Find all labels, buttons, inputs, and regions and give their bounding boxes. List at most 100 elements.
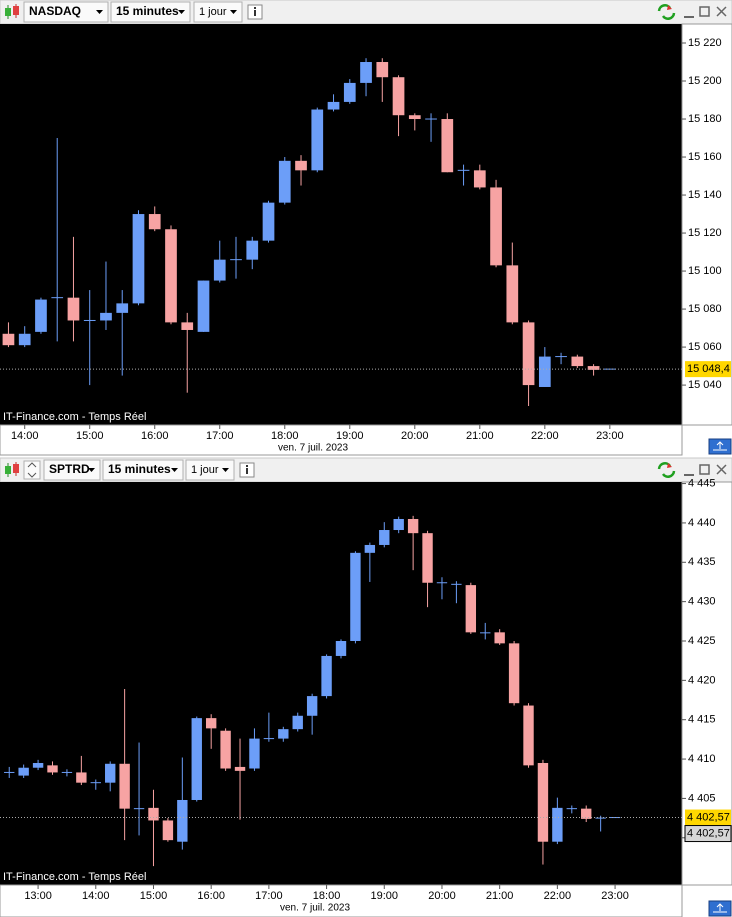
candle-body	[311, 109, 324, 171]
close-button[interactable]	[716, 6, 727, 17]
candle-body	[67, 297, 80, 321]
price-label: 4 402,57	[687, 827, 730, 839]
y-tick-label: 4 410	[688, 753, 716, 765]
icon	[13, 464, 19, 473]
candle-body	[246, 240, 259, 260]
candle-body	[162, 820, 174, 841]
x-tick-label: 15:00	[140, 890, 168, 902]
dropdown-arrow	[178, 10, 185, 14]
icon	[5, 466, 11, 474]
candle-body	[465, 585, 477, 633]
icon	[713, 441, 727, 451]
date-label: ven. 7 juil. 2023	[280, 903, 350, 914]
candle-body	[508, 643, 520, 704]
icon	[13, 6, 19, 15]
candle-body	[350, 552, 361, 641]
candle-body	[18, 333, 31, 346]
x-tick-label: 19:00	[336, 430, 364, 442]
x-tick-label: 13:00	[24, 890, 52, 902]
toolbar-button[interactable]	[23, 460, 41, 480]
candle-body	[581, 808, 592, 819]
price-label-box	[685, 361, 731, 378]
candle-body	[480, 632, 491, 634]
candle-body	[249, 738, 260, 769]
candle-body	[18, 767, 29, 776]
dropdown-arrow	[222, 468, 229, 472]
dropdown-label: SPTRD	[49, 462, 90, 476]
candle-body	[177, 799, 188, 842]
candle-body	[552, 807, 563, 842]
dropdown[interactable]	[110, 1, 191, 23]
source-label: IT-Finance.com - Temps Réel	[3, 871, 146, 883]
x-tick-label: 16:00	[141, 430, 169, 442]
icon	[5, 8, 11, 16]
date-label: ven. 7 juil. 2023	[278, 443, 348, 454]
close-button[interactable]	[716, 464, 727, 475]
candle-body	[587, 366, 600, 370]
dropdown[interactable]	[43, 459, 101, 481]
x-tick-label: 15:00	[76, 430, 104, 442]
candle-body	[343, 82, 356, 102]
candle-body	[262, 202, 275, 241]
candle-body	[191, 718, 202, 800]
icon	[27, 462, 37, 478]
candle-body	[100, 312, 112, 321]
candle-body	[379, 530, 390, 545]
dropdown-label: 1 jour	[199, 6, 227, 18]
x-axis-area	[0, 884, 683, 917]
x-tick-label: 17:00	[255, 890, 283, 902]
candle-body	[408, 115, 421, 120]
candle-body	[327, 101, 340, 110]
candle-body	[116, 303, 129, 313]
candle-body	[119, 763, 130, 809]
candle-body	[422, 533, 433, 583]
y-tick-label: 15 140	[688, 189, 722, 201]
y-tick-label: 4 425	[688, 635, 716, 647]
x-tick-label: 22:00	[531, 430, 559, 442]
dropdown[interactable]	[193, 1, 243, 23]
dropdown[interactable]	[185, 459, 235, 481]
y-tick-label: 4 405	[688, 792, 716, 804]
candle-body	[213, 259, 226, 281]
x-tick-label: 16:00	[197, 890, 225, 902]
candle-body	[494, 632, 505, 644]
x-tick-label: 19:00	[371, 890, 399, 902]
icon	[254, 7, 256, 9]
candle-body	[335, 640, 347, 656]
candle-body	[506, 265, 519, 323]
dropdown-arrow	[171, 468, 178, 472]
x-tick-label: 21:00	[466, 430, 494, 442]
dropdown[interactable]	[102, 459, 184, 481]
y-tick-label: 15 200	[688, 75, 722, 87]
dropdown-label: 15 minutes	[108, 462, 171, 476]
candle-body	[234, 766, 246, 771]
x-tick-label: 17:00	[206, 430, 234, 442]
dropdown-arrow	[96, 10, 103, 14]
dropdown-label: 1 jour	[191, 464, 219, 476]
candle-body	[105, 763, 116, 783]
x-tick-label: 14:00	[82, 890, 110, 902]
price-label: 15 048,4	[687, 363, 730, 375]
dropdown[interactable]	[23, 1, 109, 23]
x-tick-label: 21:00	[486, 890, 514, 902]
candle-body	[220, 730, 231, 769]
price-label-box	[685, 809, 731, 826]
x-axis-area	[0, 424, 683, 456]
candle-body	[76, 772, 87, 783]
y-tick-label: 15 040	[688, 379, 722, 391]
y-tick-label: 4 440	[688, 517, 716, 529]
candle-body	[571, 356, 584, 367]
candle-body	[32, 762, 44, 768]
candle-body	[407, 518, 419, 534]
icon	[246, 468, 248, 474]
candle-body	[364, 544, 376, 553]
plot-area	[0, 24, 682, 425]
y-tick-label: 15 060	[688, 341, 722, 353]
restore-button[interactable]	[699, 6, 710, 17]
restore-button[interactable]	[699, 464, 710, 475]
candle-body	[47, 765, 58, 773]
candle-body	[537, 762, 549, 842]
x-tick-label: 23:00	[601, 890, 629, 902]
